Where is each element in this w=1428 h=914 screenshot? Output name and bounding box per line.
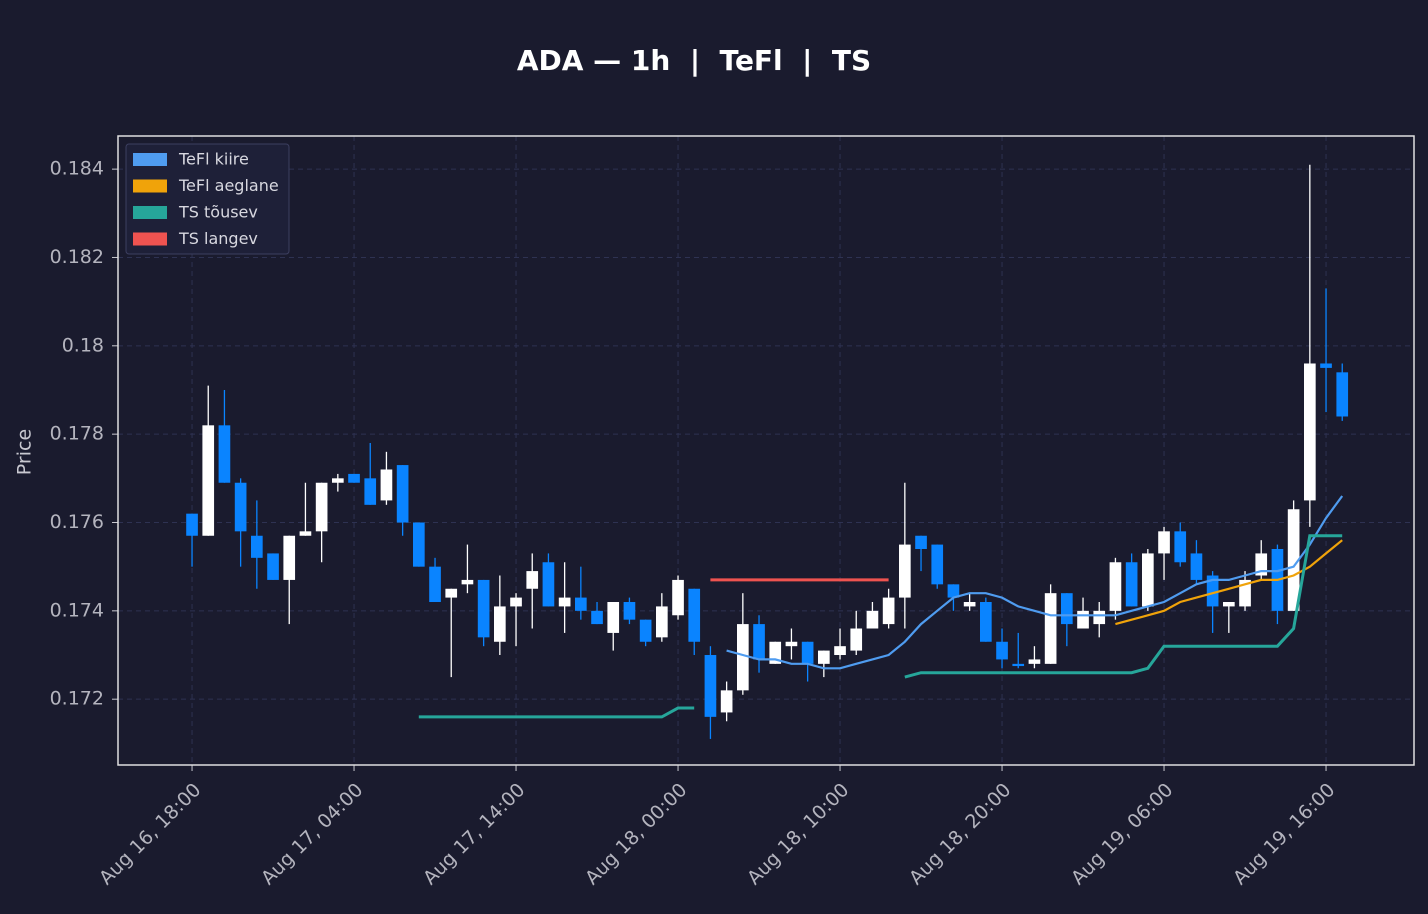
candle-body (1109, 562, 1122, 611)
candle-body (737, 624, 749, 691)
candle-body (380, 469, 393, 501)
candle-body (1320, 363, 1332, 368)
candle-body (947, 584, 960, 598)
candle-body (348, 473, 360, 483)
y-tick-label: 0.178 (50, 423, 104, 445)
candle-body (623, 602, 636, 620)
candle-body (769, 641, 782, 664)
candle-body (218, 425, 231, 483)
candle-body (785, 641, 798, 647)
y-tick-label: 0.18 (62, 334, 104, 356)
candle-body (1190, 553, 1203, 580)
legend-swatch (133, 179, 167, 193)
candle-body (639, 619, 652, 642)
candle-body (1223, 602, 1235, 607)
candle-body (429, 566, 441, 603)
plot-frame (117, 135, 1415, 766)
line-series (418, 706, 695, 719)
candle-body (818, 650, 830, 664)
candle-body (283, 535, 296, 580)
y-tick-label: 0.174 (50, 599, 104, 621)
candle-body (1206, 575, 1219, 607)
candle-body (1158, 531, 1170, 554)
candle-body (607, 602, 620, 633)
candle-body (542, 562, 555, 607)
legend-label: TS tõusev (178, 203, 258, 222)
candle-body (558, 597, 571, 607)
candle-body (461, 579, 474, 585)
candle-body (1239, 579, 1251, 607)
chart-title: ADA — 1h | TeFl | TS (517, 44, 871, 77)
candle-body (445, 588, 458, 598)
candle-body (1125, 562, 1138, 607)
candle-body (1142, 553, 1154, 607)
candle-body (1012, 663, 1025, 667)
candle-body (801, 641, 814, 664)
legend-label: TeFl kiire (178, 150, 249, 169)
candle-body (364, 478, 377, 505)
candle-body (996, 641, 1008, 660)
candle-body (1336, 372, 1349, 417)
candle-body (332, 478, 344, 483)
y-tick-label: 0.176 (50, 511, 104, 533)
candle-body (1174, 531, 1187, 563)
candle-body (267, 553, 279, 580)
candle-body (510, 597, 522, 607)
candle-body (980, 602, 992, 642)
legend-swatch (133, 206, 167, 219)
legend-label: TeFl aeglane (178, 176, 279, 195)
candle-body (1077, 610, 1089, 629)
candle-body (575, 597, 587, 611)
candle-body (299, 531, 312, 536)
candle-body (251, 535, 263, 558)
candle-body (526, 571, 539, 589)
candle-body (234, 482, 247, 532)
candle-body (1255, 553, 1268, 576)
candle-body (1093, 610, 1106, 625)
candle-body (656, 606, 668, 638)
legend-swatch (133, 232, 167, 246)
candle-body (720, 690, 733, 713)
plot-marks (186, 164, 1349, 739)
candle-body (1044, 593, 1057, 664)
candle-body (396, 465, 409, 523)
candle-body (494, 606, 506, 642)
candle-body (202, 425, 215, 536)
legend: TeFl kiire TeFl aeglane TS tõusev TS langev (125, 143, 290, 255)
candle-body (850, 628, 863, 651)
candle-body (866, 610, 879, 629)
line-series (904, 534, 1343, 679)
y-tick-label: 0.182 (50, 246, 104, 268)
candle-body (1061, 593, 1073, 625)
candle-body (315, 482, 328, 532)
candle-body (1028, 659, 1041, 664)
candle-body (963, 602, 976, 607)
candle-body (834, 646, 846, 656)
candle-body (882, 597, 895, 625)
y-tick-label: 0.184 (50, 158, 104, 180)
y-tick-label: 0.172 (50, 688, 104, 710)
candle-body (931, 544, 944, 585)
candle-body (915, 535, 927, 550)
legend-box (125, 143, 290, 255)
candle-body (753, 624, 765, 660)
candle-body (899, 544, 911, 598)
candle-body (704, 655, 717, 717)
legend-label: TS langev (178, 229, 258, 248)
candle-body (186, 513, 198, 536)
candle-body (477, 579, 490, 638)
candle-body (413, 522, 425, 567)
legend-swatch (133, 153, 167, 166)
line-series (726, 495, 1344, 670)
candle-body (1304, 363, 1316, 501)
y-axis-label: Price (14, 429, 36, 475)
candle-body (672, 579, 684, 616)
candle-body (1287, 509, 1300, 611)
candle-body (688, 588, 701, 642)
candle-body (591, 610, 603, 625)
